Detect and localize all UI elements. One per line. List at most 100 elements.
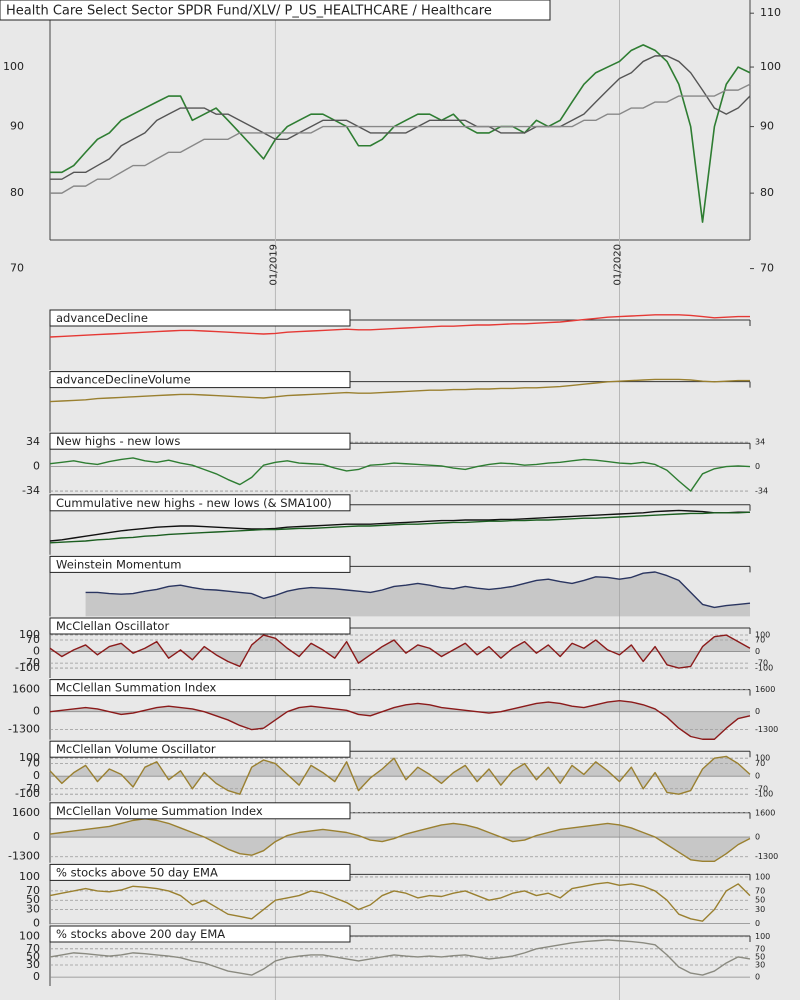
y-tick-label-right: 0 [755, 647, 760, 656]
series-line [49, 818, 751, 862]
y-tick-label: 30 [26, 903, 40, 916]
y-tick-label: 0 [33, 970, 40, 983]
y-tick-label: 70 [26, 942, 40, 955]
y-tick-label-right: 70 [755, 635, 765, 644]
panel-title: Cummulative new highs - new lows (& SMA1… [56, 496, 332, 510]
y-tick-label: 1600 [12, 683, 40, 696]
title-box [49, 555, 351, 573]
y-tick-label-right: 0 [755, 919, 760, 928]
y-tick-label-right: 70 [755, 886, 765, 895]
y-tick-label-right: 100 [755, 872, 770, 881]
y-tick-label: -100 [15, 787, 40, 800]
area-fill [50, 818, 750, 862]
y-tick-label: 0 [33, 460, 40, 473]
y-tick-label: -34 [22, 484, 40, 497]
panel-title: McClellan Summation Index [56, 681, 217, 695]
panel-title: McClellan Volume Summation Index [56, 804, 263, 818]
y-tick-label: 0 [33, 645, 40, 658]
chart-title: Health Care Select Sector SPDR Fund/XLV/… [6, 4, 492, 19]
series-line [50, 55, 751, 180]
y-tick-label: 100 [19, 751, 40, 764]
y-tick-label-right: -1300 [755, 725, 778, 734]
panel-title: % stocks above 200 day EMA [56, 927, 225, 941]
title-box [49, 309, 351, 327]
y-tick-label-right: 70 [755, 759, 765, 768]
y-tick-label-right: -70 [755, 659, 768, 668]
y-tick-label: 100 [19, 628, 40, 641]
y-tick-label: 70 [26, 757, 40, 770]
series-line [49, 509, 750, 542]
y-tick-label-right: 0 [755, 707, 760, 716]
y-tick-label: 70 [26, 633, 40, 646]
y-tick-label-right: 30 [755, 905, 765, 914]
y-tick-label: 100 [19, 870, 40, 883]
panel-title: advanceDecline [56, 311, 148, 325]
y-tick-label: -70 [22, 656, 40, 669]
y-tick-label: 100 [3, 60, 24, 73]
y-tick-label-right: 70 [755, 944, 765, 953]
series-line [49, 699, 751, 740]
y-tick-label: -1300 [8, 723, 40, 736]
y-tick-label: 1600 [12, 806, 40, 819]
series-line [49, 634, 751, 669]
y-tick-label: 80 [10, 186, 24, 199]
series-line [49, 457, 751, 492]
area-fill [50, 756, 750, 795]
title-box [49, 863, 351, 881]
y-tick-label: 90 [10, 120, 24, 133]
y-tick-label-right: 110 [760, 6, 781, 19]
panel-title: advanceDeclineVolume [56, 373, 191, 387]
title-box [49, 371, 351, 389]
series-line [49, 378, 750, 403]
y-tick-label-right: 30 [755, 960, 765, 969]
y-tick-label-right: 1600 [755, 685, 775, 694]
title-box [49, 494, 351, 512]
series-line [49, 939, 751, 976]
x-tick-label: 01/2019 [268, 244, 279, 286]
title-box [49, 802, 351, 820]
panel-title: New highs - new lows [56, 434, 180, 448]
series-line [49, 755, 751, 795]
panel-title: % stocks above 50 day EMA [56, 865, 218, 879]
title-box [49, 617, 351, 635]
y-tick-label-right: 34 [755, 438, 765, 447]
y-tick-label-right: -1300 [755, 852, 778, 861]
x-tick-label: 01/2020 [612, 244, 623, 286]
y-tick-label-right: -34 [755, 487, 768, 496]
y-tick-label: -100 [15, 661, 40, 674]
y-tick-label: 0 [33, 705, 40, 718]
y-tick-label: 70 [10, 262, 24, 275]
y-tick-label-right: 0 [755, 973, 760, 982]
y-tick-label-right: -100 [755, 664, 773, 673]
y-tick-label-right: 100 [755, 631, 770, 640]
y-tick-label-right: 50 [755, 952, 765, 961]
y-tick-label-right: 0 [755, 772, 760, 781]
area-fill [85, 572, 751, 617]
y-tick-label: -70 [22, 782, 40, 795]
y-tick-label-right: -70 [755, 784, 768, 793]
y-tick-label: 50 [26, 950, 40, 963]
y-tick-label: 0 [33, 916, 40, 929]
series-line [50, 44, 751, 223]
y-tick-label-right: 100 [755, 932, 770, 941]
area-fill [50, 700, 750, 740]
y-tick-label-right: 100 [760, 60, 781, 73]
series-line [49, 511, 751, 544]
y-tick-label-right: 50 [755, 896, 765, 905]
y-tick-label-right: 0 [755, 833, 760, 842]
y-tick-label-right: 90 [760, 120, 774, 133]
y-tick-label: -1300 [8, 850, 40, 863]
series-line [50, 83, 751, 194]
y-tick-label: 70 [26, 884, 40, 897]
title-box [49, 679, 351, 697]
y-tick-label-right: -100 [755, 790, 773, 799]
y-tick-label-right: 0 [755, 462, 760, 471]
y-tick-label: 50 [26, 893, 40, 906]
title-box [49, 740, 351, 758]
y-tick-label: 0 [33, 830, 40, 843]
y-tick-label-right: 100 [755, 754, 770, 763]
title-box [49, 925, 351, 943]
panel-title: Weinstein Momentum [56, 557, 182, 571]
title-box [49, 432, 351, 450]
